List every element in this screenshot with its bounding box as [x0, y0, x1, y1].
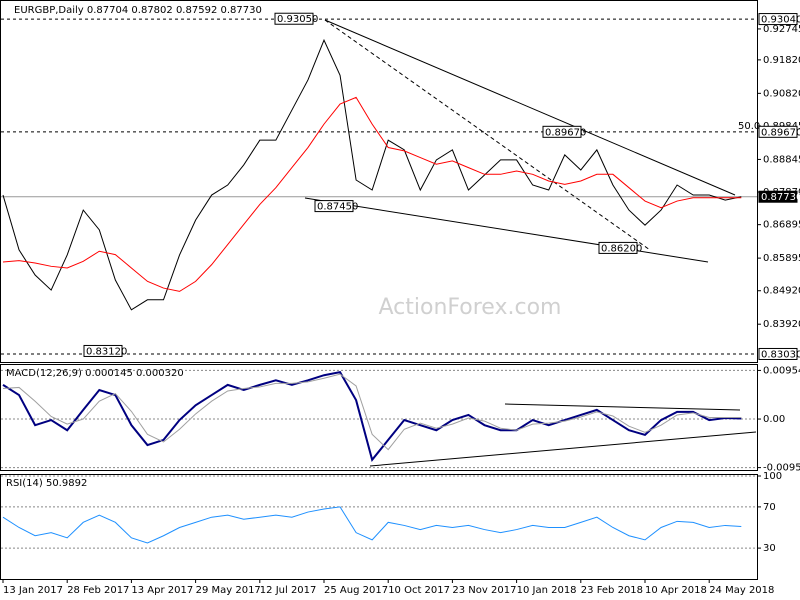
trend-line: [304, 197, 709, 263]
y-tick-label: 0.00954: [763, 365, 800, 376]
level-label: 0.93040: [761, 15, 800, 26]
annotation: 0.93050: [277, 14, 318, 25]
macd-title: MACD(12,26,9) 0.000145 0.000320: [6, 368, 184, 379]
y-tick-label: 0.00: [763, 414, 785, 425]
annotation-box: [314, 200, 354, 213]
trend-line: [324, 19, 736, 196]
x-tick-label: 10 Apr 2018: [645, 585, 707, 596]
annotation-box: [274, 12, 314, 25]
last-price-label-box: [758, 190, 798, 203]
y-tick-label: 70: [763, 502, 776, 513]
annotation-box: [83, 344, 123, 357]
price-panel: [0, 0, 758, 363]
series-line: [2, 371, 742, 462]
trend-line: [369, 431, 757, 467]
level-label-box: [758, 125, 798, 138]
watermark: ActionForex.com: [379, 295, 562, 320]
series-line: [2, 38, 742, 311]
level-label: 0.83030: [761, 349, 800, 360]
level-label-box: [758, 347, 798, 360]
annotation-box: [542, 125, 582, 138]
x-tick-label: 13 Jan 2017: [3, 585, 63, 596]
rsi-panel: [0, 474, 758, 580]
rsi-title: RSI(14) 50.9892: [6, 478, 87, 489]
y-tick-label: 0.85895: [763, 253, 800, 264]
series-line: [2, 96, 742, 292]
y-tick-label: 0.88845: [763, 154, 800, 165]
fib-label: 50.0: [738, 121, 760, 132]
series-line: [2, 506, 742, 544]
trend-line: [324, 19, 651, 251]
x-tick-label: 13 Apr 2017: [131, 585, 193, 596]
trend-line: [504, 403, 741, 411]
x-tick-label: 28 Feb 2017: [67, 585, 129, 596]
level-label: 0.89670: [761, 127, 800, 138]
last-price-label: 0.87730: [761, 192, 800, 203]
annotation: 0.89670: [545, 127, 586, 138]
y-tick-label: 0.92745: [763, 24, 800, 35]
x-tick-label: 12 Jul 2017: [260, 585, 317, 596]
series-line: [2, 373, 742, 451]
y-tick-label: 0.86895: [763, 220, 800, 231]
x-tick-label: 10 Oct 2017: [388, 585, 450, 596]
x-tick-label: 10 Jan 2018: [517, 585, 577, 596]
x-tick-label: 25 Aug 2017: [324, 585, 388, 596]
x-tick-label: 23 Feb 2018: [581, 585, 643, 596]
chart-title: EURGBP,Daily 0.87704 0.87802 0.87592 0.8…: [14, 5, 262, 16]
y-tick-label: 100: [763, 471, 782, 482]
x-tick-label: 24 May 2018: [709, 585, 774, 596]
level-label-box: [758, 13, 798, 26]
annotation: 0.87450: [317, 202, 358, 213]
x-tick-label: 23 Nov 2017: [452, 585, 516, 596]
annotation: 0.86200: [601, 243, 642, 254]
annotation-box: [598, 241, 638, 254]
x-tick-label: 29 May 2017: [196, 585, 261, 596]
annotation: 0.83120: [86, 346, 127, 357]
y-tick-label: 30: [763, 543, 776, 554]
macd-panel: [0, 364, 758, 471]
